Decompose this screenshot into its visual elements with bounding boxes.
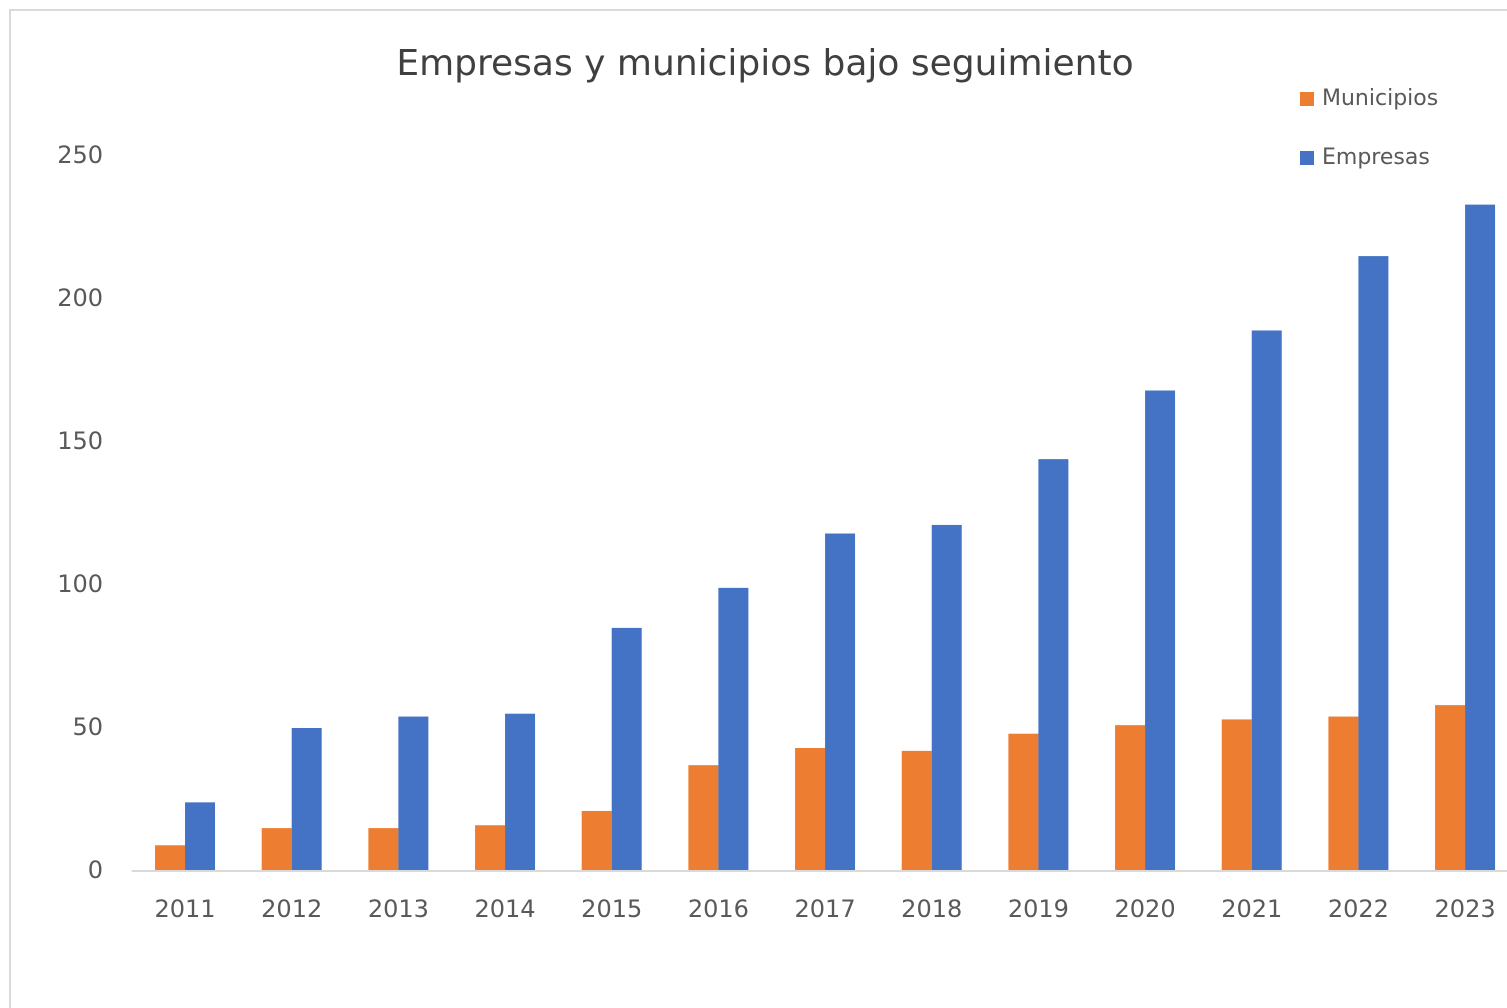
legend-label: Municipios: [1322, 86, 1438, 111]
bar: [581, 810, 612, 871]
y-tick-label: 0: [88, 856, 103, 884]
bar: [1221, 719, 1252, 871]
bar: [291, 728, 322, 871]
bar: [1008, 733, 1039, 871]
bar: [1465, 204, 1496, 871]
bar: [688, 765, 719, 871]
bar: [901, 750, 932, 871]
bar: [718, 587, 749, 871]
bar: [1145, 390, 1176, 871]
bar: [1115, 725, 1146, 871]
x-tick-label: 2022: [1328, 895, 1389, 923]
x-tick-label: 2020: [1115, 895, 1176, 923]
y-tick-label: 50: [72, 713, 103, 741]
x-tick-label: 2015: [581, 895, 642, 923]
x-tick-label: 2014: [475, 895, 536, 923]
bar: [611, 627, 642, 871]
x-tick-label: 2021: [1221, 895, 1282, 923]
bar: [261, 828, 292, 871]
x-tick-label: 2017: [795, 895, 856, 923]
x-tick-label: 2023: [1435, 895, 1496, 923]
bar: [1358, 256, 1389, 872]
x-tick-label: 2013: [368, 895, 429, 923]
y-tick-label: 250: [57, 141, 103, 169]
chart-title: Empresas y municipios bajo seguimiento: [396, 43, 1133, 84]
bar: [1328, 716, 1359, 871]
legend-swatch: [1300, 151, 1314, 165]
bar: [505, 713, 536, 871]
bar: [185, 802, 216, 871]
chart-border: [9, 9, 1507, 1008]
bar: [368, 828, 399, 871]
bar: [155, 845, 186, 871]
bar: [825, 533, 856, 871]
x-tick-label: 2011: [154, 895, 215, 923]
bar: [1251, 330, 1282, 872]
x-tick-label: 2018: [901, 895, 962, 923]
bar: [1435, 705, 1466, 871]
x-tick-label: 2016: [688, 895, 749, 923]
bar: [475, 825, 506, 871]
bar: [398, 716, 429, 871]
y-tick-label: 150: [57, 427, 103, 455]
legend-swatch: [1300, 92, 1314, 106]
bar: [795, 748, 826, 871]
y-tick-label: 100: [57, 570, 103, 598]
y-tick-label: 200: [57, 284, 103, 312]
x-tick-label: 2019: [1008, 895, 1069, 923]
x-tick-label: 2012: [261, 895, 322, 923]
bar: [1038, 459, 1069, 871]
legend-label: Empresas: [1322, 145, 1430, 170]
bar: [931, 524, 962, 871]
